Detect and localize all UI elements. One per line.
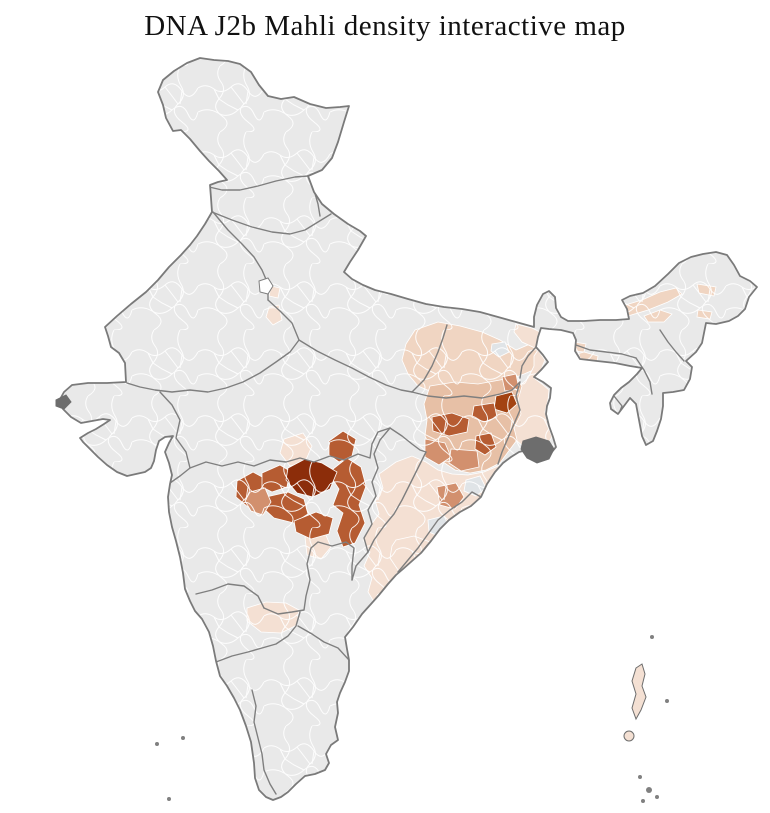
island-dot[interactable]	[646, 787, 652, 793]
country-outline	[58, 57, 758, 801]
island-dot[interactable]	[155, 742, 159, 746]
state-border	[297, 625, 350, 661]
state-border	[497, 381, 521, 465]
state-border	[215, 611, 301, 663]
state-border	[367, 451, 427, 553]
state-border	[519, 346, 537, 379]
state-border	[195, 583, 265, 609]
state-border	[211, 211, 332, 235]
state-border	[204, 175, 309, 191]
sundarbans-delta[interactable]	[520, 436, 555, 464]
island-dot[interactable]	[650, 635, 654, 639]
island-dot[interactable]	[623, 730, 635, 742]
island-dot[interactable]	[665, 699, 669, 703]
state-border	[298, 339, 413, 393]
state-border	[159, 391, 191, 484]
state-border	[351, 427, 391, 581]
delhi-gap[interactable]	[258, 277, 274, 295]
page-title: DNA J2b Mahli density interactive map	[144, 10, 626, 42]
state-border	[397, 491, 482, 573]
island-dot[interactable]	[638, 775, 642, 779]
state-border	[251, 689, 277, 795]
state-border	[126, 299, 300, 393]
andaman-main-island[interactable]	[631, 663, 647, 721]
state-border	[635, 357, 653, 395]
state-border	[411, 381, 521, 399]
state-border	[263, 541, 355, 615]
state-border	[411, 324, 448, 393]
island-dot[interactable]	[181, 736, 185, 740]
island-dot[interactable]	[655, 795, 659, 799]
district-border-mesh	[59, 58, 757, 800]
island-dot[interactable]	[641, 799, 645, 803]
state-border	[189, 427, 391, 469]
state-border	[659, 329, 685, 362]
state-border	[389, 427, 427, 453]
kutch-marsh[interactable]	[55, 394, 72, 410]
island-dot[interactable]	[167, 797, 171, 801]
